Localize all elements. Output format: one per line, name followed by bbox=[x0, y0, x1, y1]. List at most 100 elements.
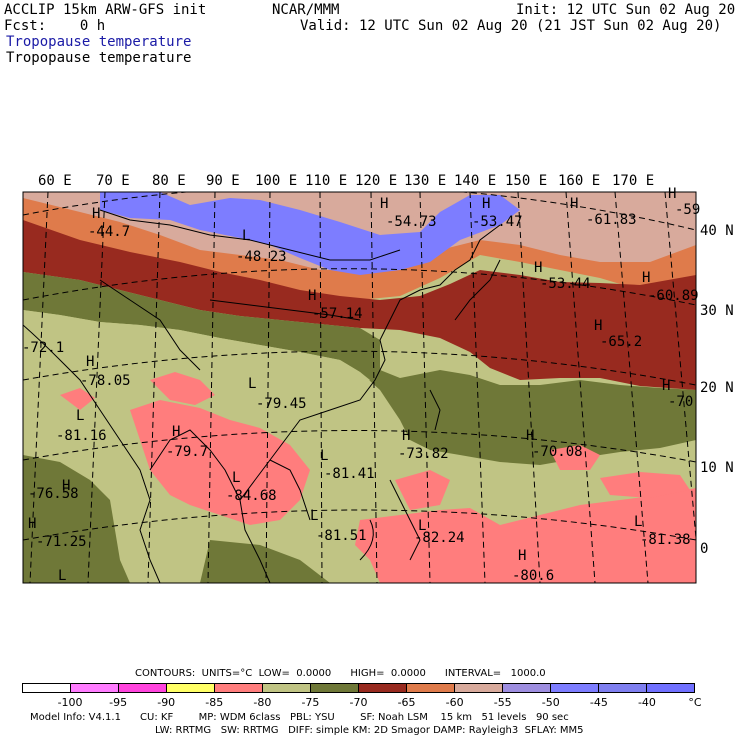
latitude-label: 10 N bbox=[700, 460, 734, 476]
low-marker: L bbox=[418, 518, 426, 534]
color-scale-cell bbox=[23, 684, 71, 692]
color-scale-tick: -100 bbox=[57, 696, 83, 709]
model-info-line-1: Model Info: V4.1.1 CU: KF MP: WDM 6class… bbox=[30, 712, 569, 723]
color-scale-cell bbox=[167, 684, 215, 692]
extremum-value: -73.82 bbox=[398, 446, 449, 462]
color-scale-cell bbox=[71, 684, 119, 692]
contours-info: CONTOURS: UNITS=°C LOW= 0.0000 HIGH= 0.0… bbox=[135, 668, 546, 679]
longitude-label: 160 E bbox=[558, 173, 600, 189]
color-scale-cell bbox=[503, 684, 551, 692]
color-scale-cell bbox=[311, 684, 359, 692]
low-marker: L bbox=[58, 568, 66, 584]
field-name-primary: Tropopause temperature bbox=[6, 34, 192, 50]
longitude-label: 150 E bbox=[505, 173, 547, 189]
longitude-label: 120 E bbox=[355, 173, 397, 189]
extremum-value: -76.58 bbox=[28, 486, 79, 502]
color-scale-tick: -70 bbox=[349, 696, 368, 709]
longitude-label: 80 E bbox=[152, 173, 186, 189]
color-scale-tick: -85 bbox=[205, 696, 224, 709]
low-marker: L bbox=[232, 470, 240, 486]
color-scale-tick: -65 bbox=[397, 696, 416, 709]
high-marker: H bbox=[570, 196, 578, 212]
color-scale-cell bbox=[119, 684, 167, 692]
extremum-value: -57.14 bbox=[312, 306, 363, 322]
longitude-label: 140 E bbox=[454, 173, 496, 189]
high-marker: H bbox=[534, 260, 542, 276]
extremum-value: -72.1 bbox=[22, 340, 64, 356]
latitude-labels: 40 N 30 N 20 N 10 N 0 bbox=[700, 223, 734, 557]
extremum-value: -81.16 bbox=[56, 428, 107, 444]
color-scale-cell bbox=[551, 684, 599, 692]
high-marker: H bbox=[28, 516, 36, 532]
extremum-value: -61.83 bbox=[586, 212, 637, 228]
color-scale-cell bbox=[407, 684, 455, 692]
longitude-label: 100 E bbox=[255, 173, 297, 189]
forecast-hour: Fcst: 0 h bbox=[4, 18, 106, 34]
color-scale-tick: -40 bbox=[637, 696, 656, 709]
color-scale-tick: -80 bbox=[253, 696, 272, 709]
high-marker: H bbox=[92, 206, 100, 222]
high-marker: H bbox=[594, 318, 602, 334]
longitude-label: 110 E bbox=[305, 173, 347, 189]
center-label: NCAR/MMM bbox=[272, 2, 340, 18]
low-marker: L bbox=[76, 408, 84, 424]
longitude-label: 130 E bbox=[404, 173, 446, 189]
extremum-value: -70.08 bbox=[532, 444, 583, 460]
extremum-value: -79.45 bbox=[256, 396, 307, 412]
color-scale-tick: -50 bbox=[541, 696, 560, 709]
init-time: Init: 12 UTC Sun 02 Aug 20 bbox=[516, 2, 736, 18]
latitude-label: 30 N bbox=[700, 303, 734, 319]
extremum-value: -48.23 bbox=[236, 249, 287, 265]
longitude-label: 90 E bbox=[206, 173, 240, 189]
high-marker: H bbox=[62, 478, 70, 494]
extrema-labels: H-44.7 L-48.23H-54.73H-53.47H-61.83H-59H-… bbox=[22, 186, 700, 584]
color-scale-tick: °C bbox=[688, 696, 702, 709]
color-scale-tick: -75 bbox=[301, 696, 320, 709]
latitude-label: 20 N bbox=[700, 380, 734, 396]
high-marker: H bbox=[526, 428, 534, 444]
model-info-line-2: LW: RRTMG SW: RRTMG DIFF: simple KM: 2D … bbox=[155, 725, 584, 736]
color-scale-tick: -90 bbox=[157, 696, 176, 709]
color-scale-cell bbox=[359, 684, 407, 692]
high-marker: H bbox=[482, 196, 490, 212]
high-marker: H bbox=[172, 424, 180, 440]
high-marker: H bbox=[308, 288, 316, 304]
extremum-value: -54.73 bbox=[386, 214, 437, 230]
high-marker: H bbox=[86, 354, 94, 370]
extremum-value: -78.05 bbox=[80, 373, 131, 389]
longitude-label: 170 E bbox=[612, 173, 654, 189]
extremum-value: -53.44 bbox=[540, 276, 591, 292]
color-scale-tick: -95 bbox=[109, 696, 128, 709]
extremum-value: -60.89 bbox=[648, 288, 699, 304]
high-marker: H bbox=[642, 270, 650, 286]
extremum-value: -59 bbox=[675, 202, 700, 218]
extremum-value: -44.7 bbox=[88, 224, 130, 240]
low-marker: L bbox=[310, 508, 318, 524]
extremum-value: -81.51 bbox=[316, 528, 367, 544]
high-marker: H bbox=[668, 186, 676, 202]
high-marker: H bbox=[662, 378, 670, 394]
extremum-value: -65.2 bbox=[600, 334, 642, 350]
extremum-value: -79.7 bbox=[166, 444, 208, 460]
extremum-value: -71.25 bbox=[36, 534, 87, 550]
color-scale-tick: -55 bbox=[493, 696, 512, 709]
color-scale-cell bbox=[599, 684, 647, 692]
tropopause-map: 60 E 70 E 80 E 90 E 100 E 110 E 120 E 130 E 140 … bbox=[22, 173, 734, 584]
extremum-value: -82.24 bbox=[414, 530, 465, 546]
extremum-value: -53.47 bbox=[472, 214, 523, 230]
low-marker: L bbox=[634, 514, 642, 530]
longitude-labels: 60 E 70 E 80 E 90 E 100 E 110 E 120 E 130 E 140 … bbox=[38, 173, 654, 189]
color-scale-cell bbox=[263, 684, 311, 692]
low-marker: L bbox=[242, 228, 250, 244]
color-scale-tick: -45 bbox=[589, 696, 608, 709]
valid-time: Valid: 12 UTC Sun 02 Aug 20 (21 JST Sun … bbox=[300, 18, 722, 34]
color-scale-bar bbox=[22, 683, 695, 693]
field-name-secondary: Tropopause temperature bbox=[6, 50, 192, 66]
longitude-label: 60 E bbox=[38, 173, 72, 189]
color-scale-tick: -60 bbox=[445, 696, 464, 709]
color-scale-cell bbox=[647, 684, 694, 692]
latitude-label: 0 bbox=[700, 541, 708, 557]
low-marker: L bbox=[320, 448, 328, 464]
color-scale-cell bbox=[215, 684, 263, 692]
extremum-value: -80.6 bbox=[512, 568, 554, 584]
